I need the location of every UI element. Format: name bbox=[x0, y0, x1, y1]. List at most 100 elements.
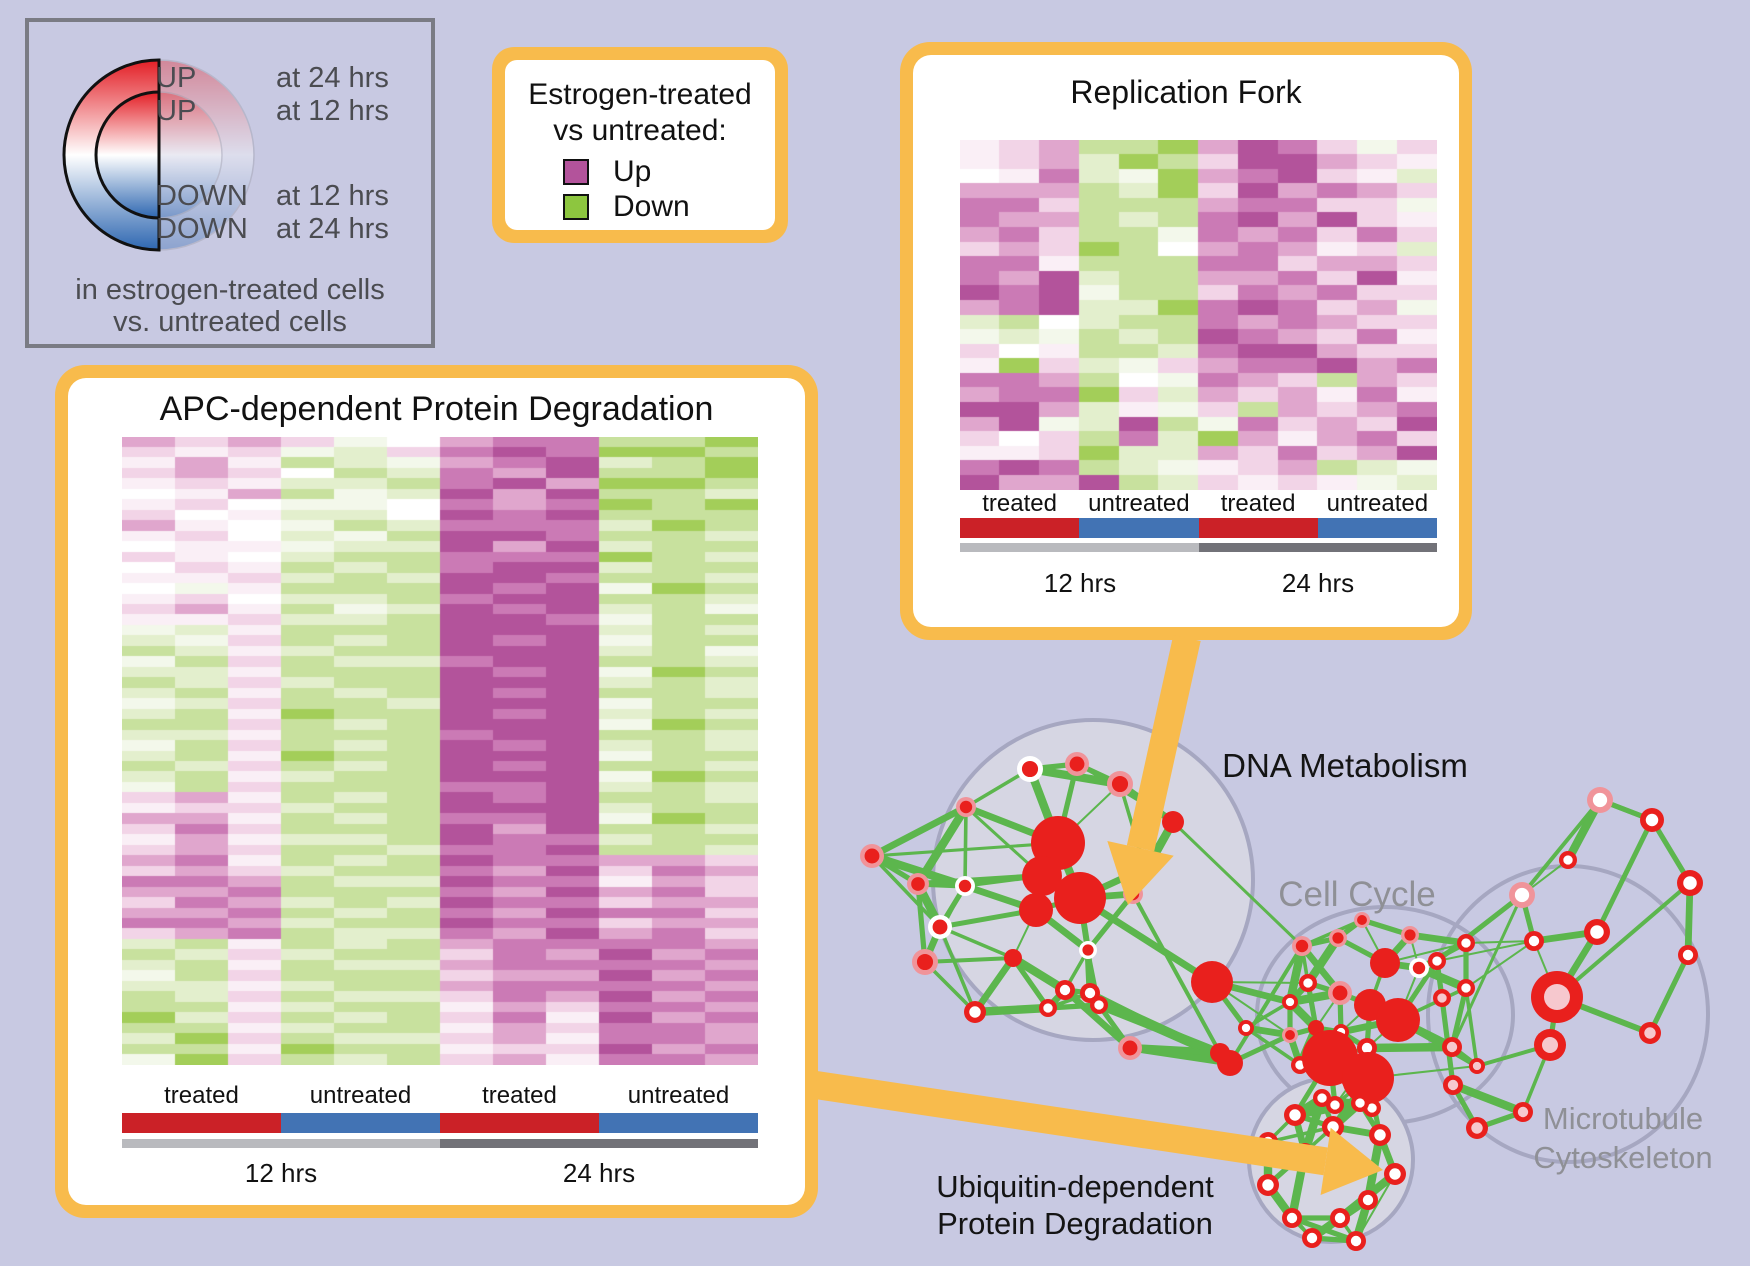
gene-node-dp bbox=[1471, 1122, 1483, 1134]
gene-node-w bbox=[1082, 944, 1094, 956]
network-edge bbox=[1465, 940, 1535, 944]
gene-node-p bbox=[1357, 915, 1367, 925]
down-label: Down bbox=[613, 190, 690, 223]
gene-node-d bbox=[1286, 1212, 1298, 1224]
rf-12hr-bar bbox=[960, 543, 1199, 552]
network-edge bbox=[1594, 817, 1655, 935]
gene-node-p bbox=[1069, 756, 1085, 772]
network-edge bbox=[1448, 1080, 1528, 1117]
gene-node-d bbox=[1355, 1098, 1365, 1108]
gene-node-d bbox=[1059, 984, 1071, 996]
network-edge bbox=[963, 805, 968, 888]
network-edge bbox=[1289, 1215, 1359, 1244]
gene-node-s bbox=[1022, 856, 1062, 896]
legend-down-24-dir: DOWN bbox=[156, 213, 248, 245]
rf-group-labels: treated untreated treated untreated bbox=[960, 490, 1437, 518]
gene-node-s bbox=[1054, 872, 1106, 924]
apc-12hr-bar bbox=[122, 1139, 440, 1148]
rf-group-label: untreated bbox=[1326, 490, 1429, 517]
apc-treated-bar-12 bbox=[122, 1113, 281, 1133]
network-edge bbox=[1131, 892, 1222, 1055]
gene-node-p bbox=[1332, 985, 1348, 1001]
gene-node-w bbox=[932, 919, 948, 935]
gene-node-d bbox=[1461, 938, 1471, 948]
gene-node-d bbox=[1043, 1003, 1053, 1013]
gene-node-p bbox=[1122, 1040, 1138, 1056]
gene-node-p bbox=[1295, 939, 1309, 953]
legend-up-24-time: at 24 hrs bbox=[276, 62, 389, 94]
microtubule-label-line1: Microtubule bbox=[1542, 1101, 1704, 1136]
rf-treated-bar-24 bbox=[1198, 518, 1318, 538]
gene-node-d bbox=[1350, 1235, 1362, 1247]
network-edge bbox=[915, 873, 1045, 887]
network-edge bbox=[1008, 953, 1070, 995]
network-edge bbox=[938, 925, 977, 1014]
legend-up-12-dir: UP bbox=[156, 95, 197, 127]
apc-group-labels: treated untreated treated untreated bbox=[122, 1082, 758, 1110]
gene-node-s bbox=[1191, 961, 1233, 1003]
network-edge bbox=[923, 956, 1015, 964]
network-edge bbox=[1061, 986, 1134, 1052]
rf-untreated-bar-24 bbox=[1317, 518, 1437, 538]
gene-node-d bbox=[1563, 855, 1573, 865]
up-down-circles-icon bbox=[62, 58, 255, 252]
legend-down-24-time: at 24 hrs bbox=[276, 213, 389, 245]
gene-node-p bbox=[1332, 932, 1344, 944]
gene-node-d bbox=[1374, 1129, 1386, 1141]
network-edge bbox=[1406, 931, 1470, 947]
gene-node-d bbox=[1317, 1093, 1327, 1103]
gene-node-d bbox=[1682, 949, 1694, 961]
network-edge bbox=[971, 954, 1017, 1016]
gene-node-d bbox=[1362, 1194, 1374, 1206]
network-edge bbox=[1228, 944, 1304, 1065]
callout-arrow-head bbox=[1320, 1127, 1383, 1196]
network-edge bbox=[1648, 953, 1690, 1035]
replication-fork-heatmap bbox=[960, 140, 1437, 490]
gene-node-d bbox=[1285, 997, 1295, 1007]
up-label: Up bbox=[613, 155, 652, 188]
gene-node-s bbox=[1162, 811, 1184, 833]
gene-node-s bbox=[1370, 948, 1400, 978]
network-edge bbox=[1171, 820, 1304, 948]
gene-node-dp bbox=[1446, 1041, 1458, 1053]
legend-down-12-time: at 12 hrs bbox=[276, 180, 389, 212]
gene-node-w bbox=[1021, 760, 1039, 778]
network-edge bbox=[1076, 894, 1216, 986]
network-edge bbox=[870, 854, 942, 929]
gene-node-d bbox=[1262, 1179, 1274, 1191]
gene-node-d bbox=[1528, 935, 1540, 947]
legend-up-24-dir: UP bbox=[156, 62, 197, 94]
network-edge bbox=[1085, 891, 1136, 953]
apc-24hr-bar bbox=[440, 1139, 758, 1148]
gene-node-d bbox=[1645, 813, 1659, 827]
network-edge bbox=[868, 803, 970, 860]
gene-node-s bbox=[1210, 1043, 1230, 1063]
network-edge bbox=[1449, 985, 1469, 1050]
dna-metabolism-label: DNA Metabolism bbox=[1222, 747, 1468, 784]
network-edge bbox=[1434, 892, 1525, 964]
gene-node-d bbox=[1334, 1212, 1346, 1224]
up-color-swatch bbox=[563, 159, 589, 185]
gene-node-d bbox=[1330, 1100, 1340, 1110]
gene-node-pw bbox=[1514, 887, 1530, 903]
legend-footer-line2: vs. untreated cells bbox=[113, 306, 347, 338]
rf-treated-bar-12 bbox=[960, 518, 1080, 538]
legend-up-12-time: at 12 hrs bbox=[276, 95, 389, 127]
gene-node-p bbox=[1404, 929, 1416, 941]
network-edge bbox=[1464, 986, 1479, 1068]
apc-group-label: treated bbox=[164, 1082, 239, 1109]
network-edge bbox=[915, 881, 928, 965]
gene-node-dp bbox=[1517, 1106, 1529, 1118]
network-edge bbox=[970, 1003, 1053, 1017]
gene-node-d bbox=[969, 1006, 981, 1018]
gene-node-d bbox=[1289, 1109, 1301, 1121]
gene-node-p bbox=[959, 800, 973, 814]
rf-group-label: untreated bbox=[1088, 490, 1190, 517]
apc-group-label: untreated bbox=[309, 1082, 412, 1109]
bottom-margin bbox=[0, 1266, 1750, 1279]
regulation-legend-box: UP at 24 hrs UP at 12 hrs DOWN at 12 hrs… bbox=[25, 18, 435, 348]
ubiquitin-label-line1: Ubiquitin-dependent bbox=[936, 1169, 1214, 1204]
gene-node-p bbox=[911, 877, 925, 891]
network-edge bbox=[1450, 893, 1524, 1049]
